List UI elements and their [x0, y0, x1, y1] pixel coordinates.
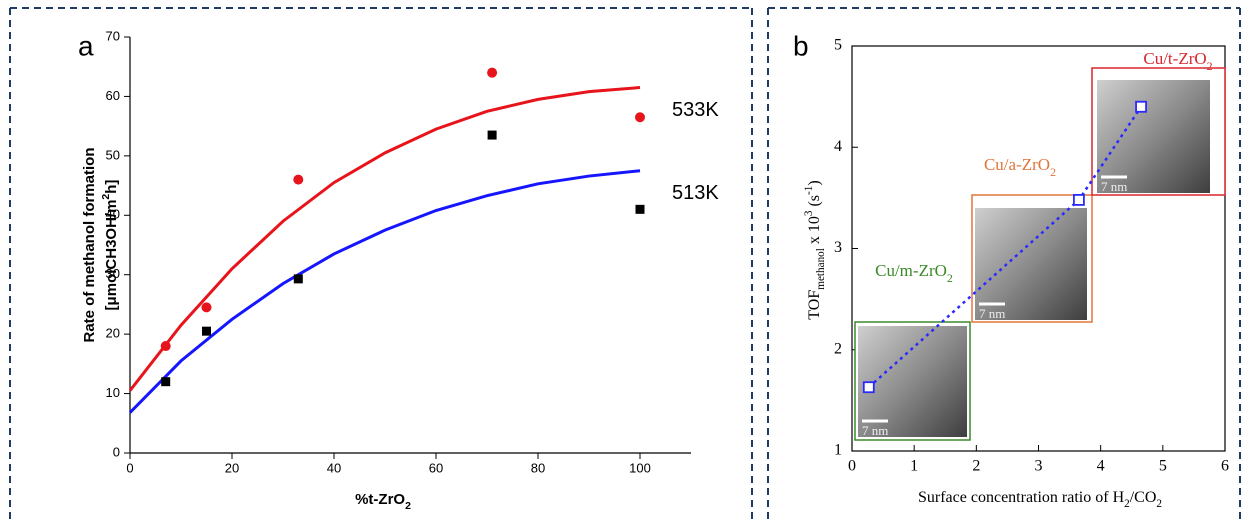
- inset-label-part: 2: [1050, 165, 1056, 179]
- y-axis-label-part: -1: [803, 186, 815, 195]
- y-axis-label-part: h]: [103, 180, 120, 194]
- x-tick-label: 20: [225, 460, 239, 475]
- y-tick-label: 2: [834, 340, 842, 357]
- inset-label-part: Cu/t-ZrO: [1143, 49, 1206, 68]
- x-tick-label: 80: [531, 460, 545, 475]
- y-axis-label-part: 3: [803, 210, 815, 216]
- x-tick-label: 100: [629, 460, 651, 475]
- y-axis-label-part: methanol: [815, 248, 827, 290]
- data-point: [293, 274, 303, 284]
- inset-label: Cu/t-ZrO2: [1143, 49, 1212, 73]
- series-label: 513K: [672, 182, 719, 204]
- y-axis-label-part: (s: [806, 195, 823, 211]
- x-axis-label-part: 2: [1156, 498, 1162, 510]
- data-point: [293, 174, 304, 185]
- inset-label-part: Cu/a-ZrO: [984, 155, 1050, 174]
- inset-label: Cu/a-ZrO2: [984, 155, 1056, 179]
- x-tick-label: 4: [1097, 458, 1105, 475]
- x-axis-label-part: 2: [1124, 498, 1130, 510]
- x-tick-label: 3: [1035, 458, 1043, 475]
- x-axis-label-part: 2: [405, 500, 411, 512]
- data-point: [201, 302, 212, 313]
- x-tick-label: 60: [429, 460, 443, 475]
- data-point: [487, 130, 497, 140]
- y-tick-label: 5: [834, 37, 842, 54]
- panel-label: a: [78, 30, 94, 61]
- data-point: [1073, 193, 1085, 206]
- tem-image: [975, 208, 1087, 320]
- x-tick-label: 5: [1159, 458, 1167, 475]
- inset-label-part: 2: [947, 271, 953, 285]
- y-tick-label: 0: [113, 444, 120, 459]
- data-point: [202, 326, 211, 336]
- series-label: 533K: [672, 99, 719, 121]
- y-tick-label: 10: [106, 385, 120, 400]
- y-tick-label: 30: [106, 266, 120, 281]
- x-tick-label: 6: [1221, 458, 1229, 475]
- y-tick-label: 1: [834, 442, 842, 459]
- fit-curve: [128, 86, 641, 392]
- x-axis-label-part: %t-ZrO: [355, 491, 405, 508]
- panel: 0 20 40 60 80 100 0 10 20 30 40 50 60 70 a 533K 513K: [78, 28, 719, 475]
- y-tick-label: 3: [834, 239, 842, 256]
- inset-label-part: 2: [1207, 59, 1213, 73]
- data-point: [160, 341, 171, 352]
- data-point: [635, 204, 645, 214]
- y-tick-label: 20: [106, 326, 120, 341]
- scale-label: 7 nm: [979, 306, 1005, 321]
- y-tick-label: 4: [834, 138, 842, 155]
- y-axis-label-part: Rate of methanol formation: [81, 147, 98, 342]
- x-axis-label: %t-ZrO2: [355, 491, 411, 512]
- data-point: [161, 377, 171, 387]
- inset-label-part: Cu/m-ZrO: [875, 261, 947, 280]
- inset-label: Cu/m-ZrO2: [875, 261, 953, 285]
- x-tick-label: 1: [910, 458, 918, 475]
- x-tick-label: 0: [126, 460, 133, 475]
- x-tick-label: 40: [327, 460, 341, 475]
- data-point: [1135, 100, 1147, 113]
- fit-curve: [128, 169, 641, 414]
- y-tick-label: 70: [106, 28, 120, 43]
- tem-image: [1097, 80, 1210, 193]
- data-point: [635, 112, 645, 123]
- y-axis-label-part: [μmolCH3OH/m: [103, 200, 120, 311]
- y-tick-label: 50: [106, 147, 120, 162]
- panel-label: b: [793, 30, 809, 61]
- scale-label: 7 nm: [1101, 179, 1127, 194]
- panel-borders: [9, 7, 1241, 519]
- x-axis-label: Surface concentration ratio of H2/CO2: [918, 489, 1162, 510]
- y-tick-label: 40: [106, 207, 120, 222]
- y-axis-label-part: 2: [100, 194, 112, 200]
- x-axis-label-part: Surface concentration ratio of H: [918, 489, 1125, 506]
- x-tick-label: 0: [848, 458, 856, 475]
- y-axis-label-part: ): [806, 180, 823, 185]
- y-tick-label: 60: [106, 88, 120, 103]
- y-axis-label-part: x 10: [806, 216, 823, 248]
- x-axis-label-part: /CO: [1130, 489, 1157, 506]
- scale-label: 7 nm: [862, 423, 888, 438]
- x-tick-label: 2: [972, 458, 980, 475]
- y-axis-label: Rate of methanol formation [μmolCH3OH/m2h…: [81, 147, 120, 342]
- y-axis-label: TOFmethanol x 103 (s-1): [803, 180, 827, 319]
- y-axis-label-part: TOF: [806, 290, 823, 320]
- data-point: [487, 67, 498, 78]
- data-point: [862, 381, 875, 394]
